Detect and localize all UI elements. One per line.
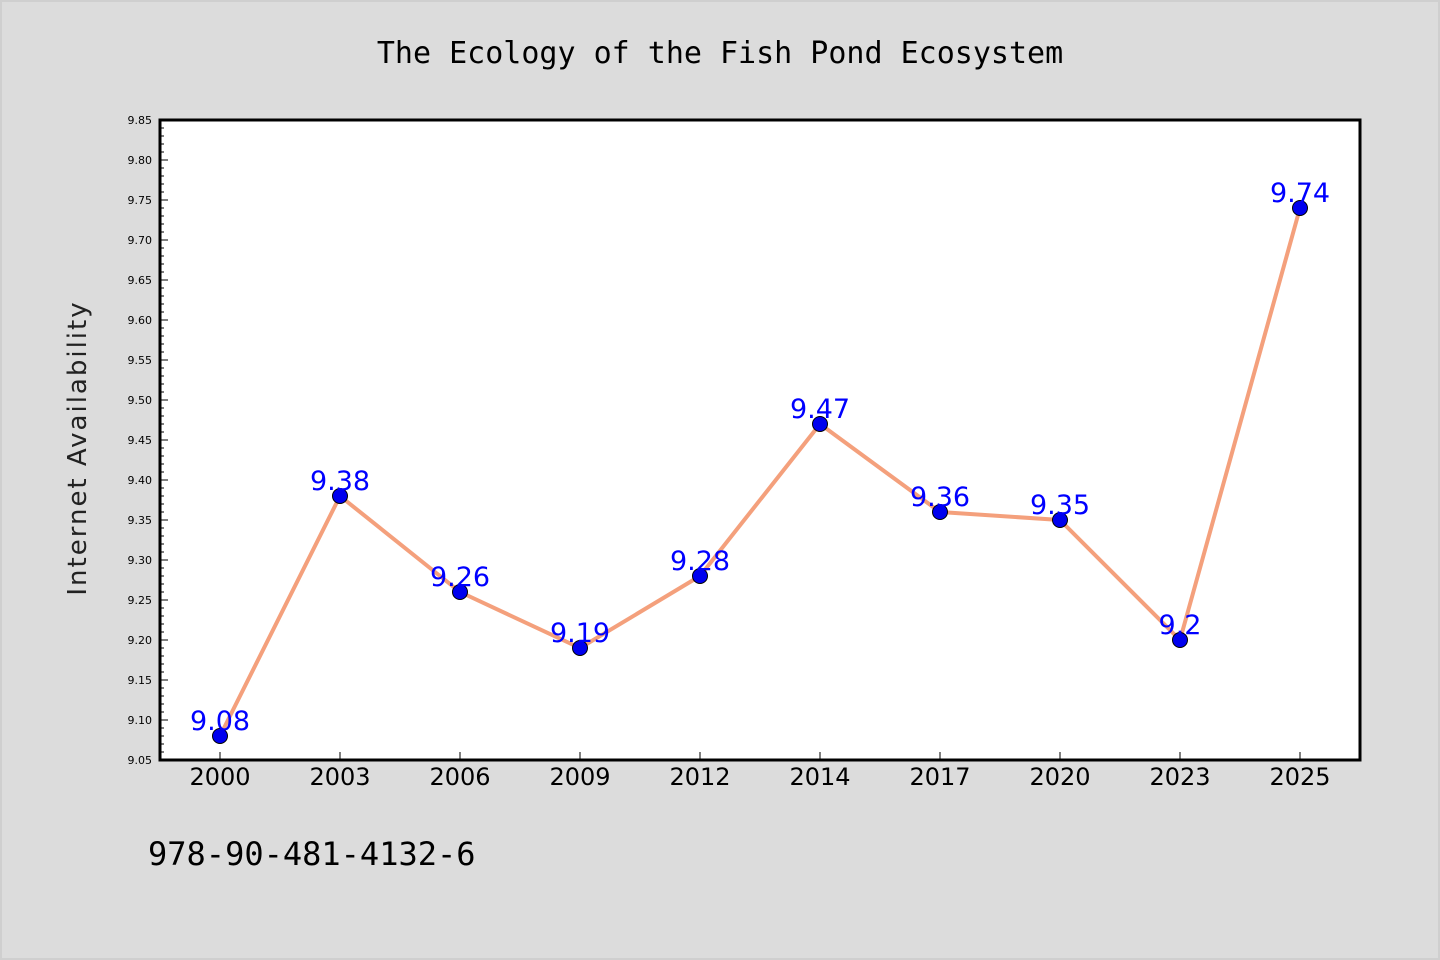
x-tick-label: 2020 [1029,763,1090,791]
data-point [212,728,228,744]
x-tick-label: 2017 [909,763,970,791]
data-point [572,640,588,656]
data-label: 9.74 [1270,178,1330,209]
y-tick-label: 9.55 [128,354,153,367]
x-tick-label: 2012 [669,763,730,791]
data-label: 9.2 [1159,610,1202,641]
y-tick-label: 9.85 [128,114,153,127]
y-tick-label: 9.20 [128,634,153,647]
series-group [212,200,1308,744]
data-label: 9.19 [550,618,610,649]
x-tick-label: 2025 [1269,763,1330,791]
data-point [1292,200,1308,216]
data-label: 9.38 [310,466,370,497]
y-tick-label: 9.15 [128,674,153,687]
y-axis-label: Internet Availability [63,300,93,595]
data-label: 9.28 [670,546,730,577]
data-point [1052,512,1068,528]
y-tick-label: 9.45 [128,434,153,447]
y-tick-label: 9.25 [128,594,153,607]
data-label: 9.35 [1030,490,1090,521]
y-tick-label: 9.40 [128,474,153,487]
x-tick-label: 2023 [1149,763,1210,791]
x-tick-label: 2006 [429,763,490,791]
data-point [692,568,708,584]
data-point [332,488,348,504]
y-tick-label: 9.70 [128,234,153,247]
data-label: 9.47 [790,394,850,425]
chart-title: The Ecology of the Fish Pond Ecosystem [377,36,1063,71]
y-tick-label: 9.10 [128,714,153,727]
y-tick-label: 9.35 [128,514,153,527]
x-axis: 2000 2003 2006 2009 2012 2014 2017 2020 2023 2025 [189,752,1331,791]
y-tick-label: 9.80 [128,154,153,167]
footnote-isbn: 978-90-481-4132-6 [148,835,476,873]
data-point [812,416,828,432]
series-line [218,207,1302,737]
data-point [452,584,468,600]
x-tick-label: 2009 [549,763,610,791]
x-tick-label: 2000 [189,763,250,791]
y-tick-label: 9.75 [128,194,153,207]
data-label: 9.08 [190,706,250,737]
y-tick-label: 9.65 [128,274,153,287]
x-tick-label: 2014 [789,763,850,791]
y-axis: 9.05 9.10 9.15 9.20 9.25 9.30 9.35 9.40 9.45 9.50… [128,114,168,767]
x-tick-label: 2003 [309,763,370,791]
data-point [932,504,948,520]
data-label: 9.36 [910,482,970,513]
data-label: 9.26 [430,562,490,593]
y-tick-label: 9.60 [128,314,153,327]
y-tick-label: 9.30 [128,554,153,567]
y-tick-label: 9.05 [128,754,153,767]
data-point [1172,632,1188,648]
y-tick-label: 9.50 [128,394,153,407]
plot-area [158,118,1362,762]
data-labels: 9.08 9.38 9.26 9.19 9.28 9.47 9.36 9.35 9.2 9.74 [190,178,1330,737]
